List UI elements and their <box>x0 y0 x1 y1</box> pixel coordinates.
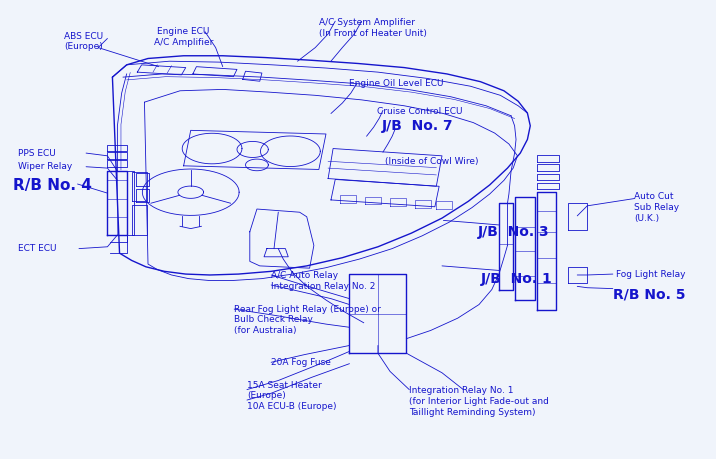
Text: Engine ECU
A/C Amplifier: Engine ECU A/C Amplifier <box>154 27 213 47</box>
Text: A/C Auto Relay
Integration Relay No. 2: A/C Auto Relay Integration Relay No. 2 <box>271 271 375 291</box>
Text: 15A Seat Heater
(Europe)
10A ECU-B (Europe): 15A Seat Heater (Europe) 10A ECU-B (Euro… <box>247 381 337 411</box>
Text: ECT ECU: ECT ECU <box>18 244 57 253</box>
Text: Auto Cut
Sub Relay
(U.K.): Auto Cut Sub Relay (U.K.) <box>634 192 679 223</box>
Text: J/B  No. 1: J/B No. 1 <box>480 272 552 285</box>
Text: PPS ECU: PPS ECU <box>18 149 56 157</box>
Text: Wiper Relay: Wiper Relay <box>18 162 72 171</box>
Text: J/B  No. 7: J/B No. 7 <box>382 119 454 133</box>
Text: R/B No. 5: R/B No. 5 <box>613 287 685 301</box>
Text: A/C System Amplifier
(In Front of Heater Unit): A/C System Amplifier (In Front of Heater… <box>319 18 427 38</box>
Text: 20A Fog Fuse: 20A Fog Fuse <box>271 358 331 367</box>
Text: Cruise Control ECU: Cruise Control ECU <box>377 106 462 116</box>
Text: Rear Fog Light Relay (Europe) or
Bulb Check Relay
(for Australia): Rear Fog Light Relay (Europe) or Bulb Ch… <box>234 305 381 335</box>
Text: Fog Light Relay: Fog Light Relay <box>616 269 685 279</box>
Text: R/B No. 4: R/B No. 4 <box>13 179 92 193</box>
Text: Engine Oil Level ECU: Engine Oil Level ECU <box>349 79 444 89</box>
Text: J/B  No. 3: J/B No. 3 <box>478 225 549 239</box>
Text: ABS ECU
(Europe): ABS ECU (Europe) <box>64 32 104 51</box>
Text: (Inside of Cowl Wire): (Inside of Cowl Wire) <box>385 157 478 166</box>
Text: Integration Relay No. 1
(for Interior Light Fade-out and
Taillight Reminding Sys: Integration Relay No. 1 (for Interior Li… <box>410 386 549 417</box>
